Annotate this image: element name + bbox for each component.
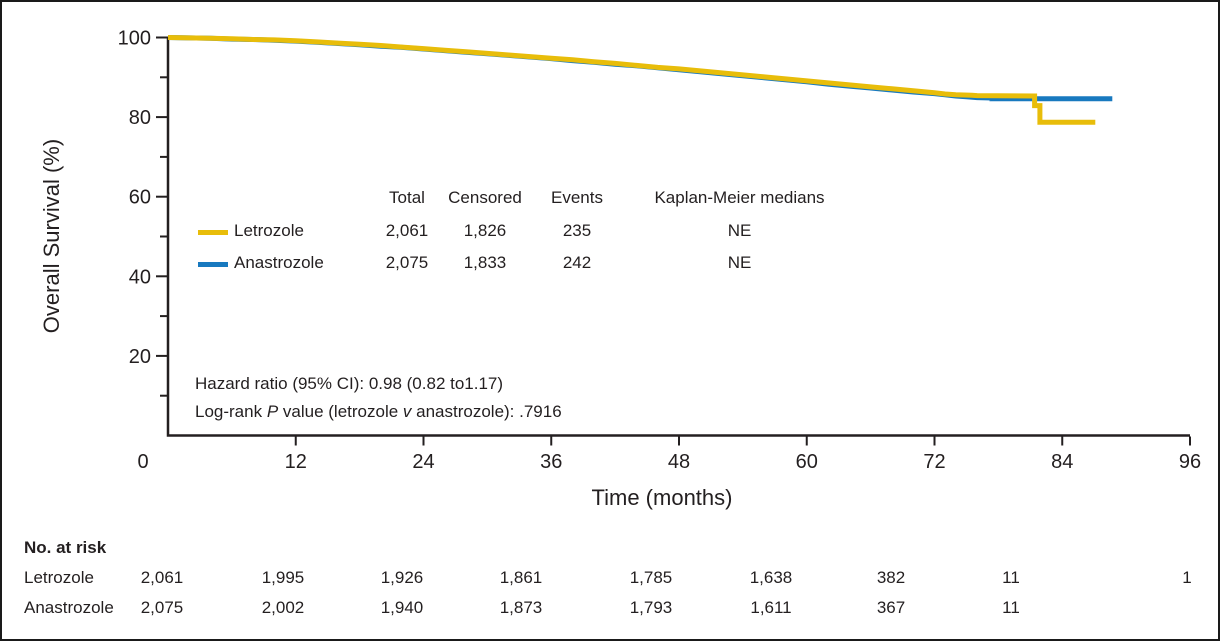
letrozole-censored: 1,826 bbox=[463, 221, 507, 240]
at-risk-value: 2,075 bbox=[140, 598, 184, 617]
legend-label-letrozole: Letrozole bbox=[234, 221, 304, 240]
log-rank-v-italic: v bbox=[402, 402, 412, 421]
y-tick-label: 100 bbox=[118, 28, 151, 50]
survival-curve-letrozole bbox=[167, 35, 1096, 125]
at-risk-value: 1,793 bbox=[629, 598, 673, 617]
anastrozole-median: NE bbox=[727, 253, 752, 272]
letrozole-line-swatch bbox=[198, 230, 228, 235]
hazard-ratio-text: Hazard ratio (95% CI): 0.98 (0.82 to1.17… bbox=[195, 374, 504, 393]
log-rank-post: anastrozole): .7916 bbox=[411, 402, 562, 421]
x-tick-label: 84 bbox=[1051, 451, 1073, 473]
at-risk-value: 11 bbox=[1002, 568, 1020, 587]
x-tick-label: 36 bbox=[540, 451, 562, 473]
anastrozole-events: 242 bbox=[562, 253, 592, 272]
x-tick-label: 48 bbox=[668, 451, 690, 473]
at-risk-value: 1,995 bbox=[261, 568, 305, 587]
x-tick-label: 96 bbox=[1179, 451, 1201, 473]
letrozole-events: 235 bbox=[562, 221, 592, 240]
at-risk-value: 1,611 bbox=[750, 598, 792, 617]
legend-header-medians: Kaplan-Meier medians bbox=[654, 188, 825, 207]
at-risk-value: 1,940 bbox=[380, 598, 424, 617]
y-tick-label: 20 bbox=[129, 346, 151, 368]
log-rank-mid: value (letrozole bbox=[278, 402, 403, 421]
y-tick-label: 40 bbox=[129, 266, 151, 288]
x-axis: 0 12 24 36 48 60 72 84 96 bbox=[137, 436, 1201, 473]
anastrozole-line-swatch bbox=[198, 262, 228, 267]
x-axis-title: Time (months) bbox=[592, 485, 733, 510]
anastrozole-total: 2,075 bbox=[385, 253, 429, 272]
log-rank-p-italic: P bbox=[266, 402, 279, 421]
at-risk-value: 2,061 bbox=[140, 568, 184, 587]
at-risk-row-label-letrozole: Letrozole bbox=[24, 568, 94, 587]
at-risk-value: 1,638 bbox=[749, 568, 793, 587]
at-risk-value: 2,002 bbox=[261, 598, 305, 617]
letrozole-median: NE bbox=[727, 221, 752, 240]
at-risk-value: 1,785 bbox=[629, 568, 673, 587]
at-risk-value: 1,926 bbox=[380, 568, 424, 587]
y-tick-label: 80 bbox=[129, 107, 151, 129]
at-risk-value: 367 bbox=[876, 598, 906, 617]
at-risk-row-label-anastrozole: Anastrozole bbox=[24, 598, 114, 617]
legend-label-anastrozole: Anastrozole bbox=[234, 253, 324, 272]
at-risk-value: 1 bbox=[1182, 568, 1192, 587]
anastrozole-censored: 1,833 bbox=[463, 253, 507, 272]
at-risk-value: 1,873 bbox=[499, 598, 543, 617]
legend-header-events: Events bbox=[551, 188, 603, 207]
log-rank-text: Log-rank P value (letrozole v anastrozol… bbox=[195, 402, 562, 422]
at-risk-value: 382 bbox=[876, 568, 906, 587]
at-risk-title: No. at risk bbox=[24, 538, 107, 557]
at-risk-value: 11 bbox=[1002, 598, 1020, 617]
x-tick-label: 60 bbox=[796, 451, 818, 473]
y-axis-title: Overall Survival (%) bbox=[39, 139, 64, 333]
y-axis: 20 40 60 80 100 bbox=[118, 28, 168, 397]
x-tick-label: 24 bbox=[412, 451, 434, 473]
letrozole-total: 2,061 bbox=[385, 221, 429, 240]
y-tick-label: 60 bbox=[129, 187, 151, 209]
x-tick-label: 72 bbox=[923, 451, 945, 473]
x-tick-label: 0 bbox=[137, 451, 148, 473]
legend-header-total: Total bbox=[389, 188, 425, 207]
x-tick-label: 12 bbox=[285, 451, 307, 473]
legend-header-censored: Censored bbox=[448, 188, 522, 207]
at-risk-value: 1,861 bbox=[499, 568, 543, 587]
log-rank-pre: Log-rank bbox=[195, 402, 267, 421]
